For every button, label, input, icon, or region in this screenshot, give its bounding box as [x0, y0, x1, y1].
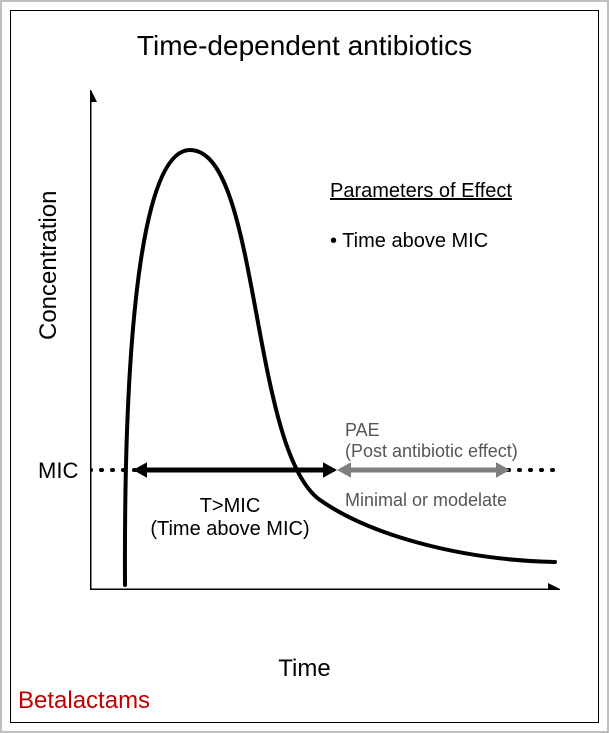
pae-text2: (Post antibiotic effect) — [345, 441, 518, 461]
parameters-heading: Parameters of Effect — [330, 180, 512, 203]
t-gt-mic-label: T>MIC (Time above MIC) — [130, 495, 330, 541]
x-axis-arrowhead — [548, 583, 560, 590]
parameters-bullet-1: • Time above MIC — [330, 230, 488, 253]
t-gt-mic-arrow — [133, 462, 337, 477]
pae-minmax-label: Minimal or modelate — [345, 490, 507, 511]
t-gt-mic-text2: (Time above MIC) — [150, 518, 309, 540]
drug-name-label: Betalactams — [18, 687, 150, 715]
mic-tick-label: MIC — [38, 458, 78, 484]
t-gt-mic-text1: T>MIC — [200, 495, 261, 517]
y-axis-label: Concentration — [35, 191, 63, 340]
y-axis-arrowhead — [90, 90, 97, 102]
chart-title: Time-dependent antibiotics — [0, 30, 609, 62]
pae-arrow — [337, 462, 510, 477]
pae-label: PAE (Post antibiotic effect) — [345, 420, 518, 461]
pae-text1: PAE — [345, 420, 380, 440]
x-axis-label: Time — [0, 655, 609, 683]
